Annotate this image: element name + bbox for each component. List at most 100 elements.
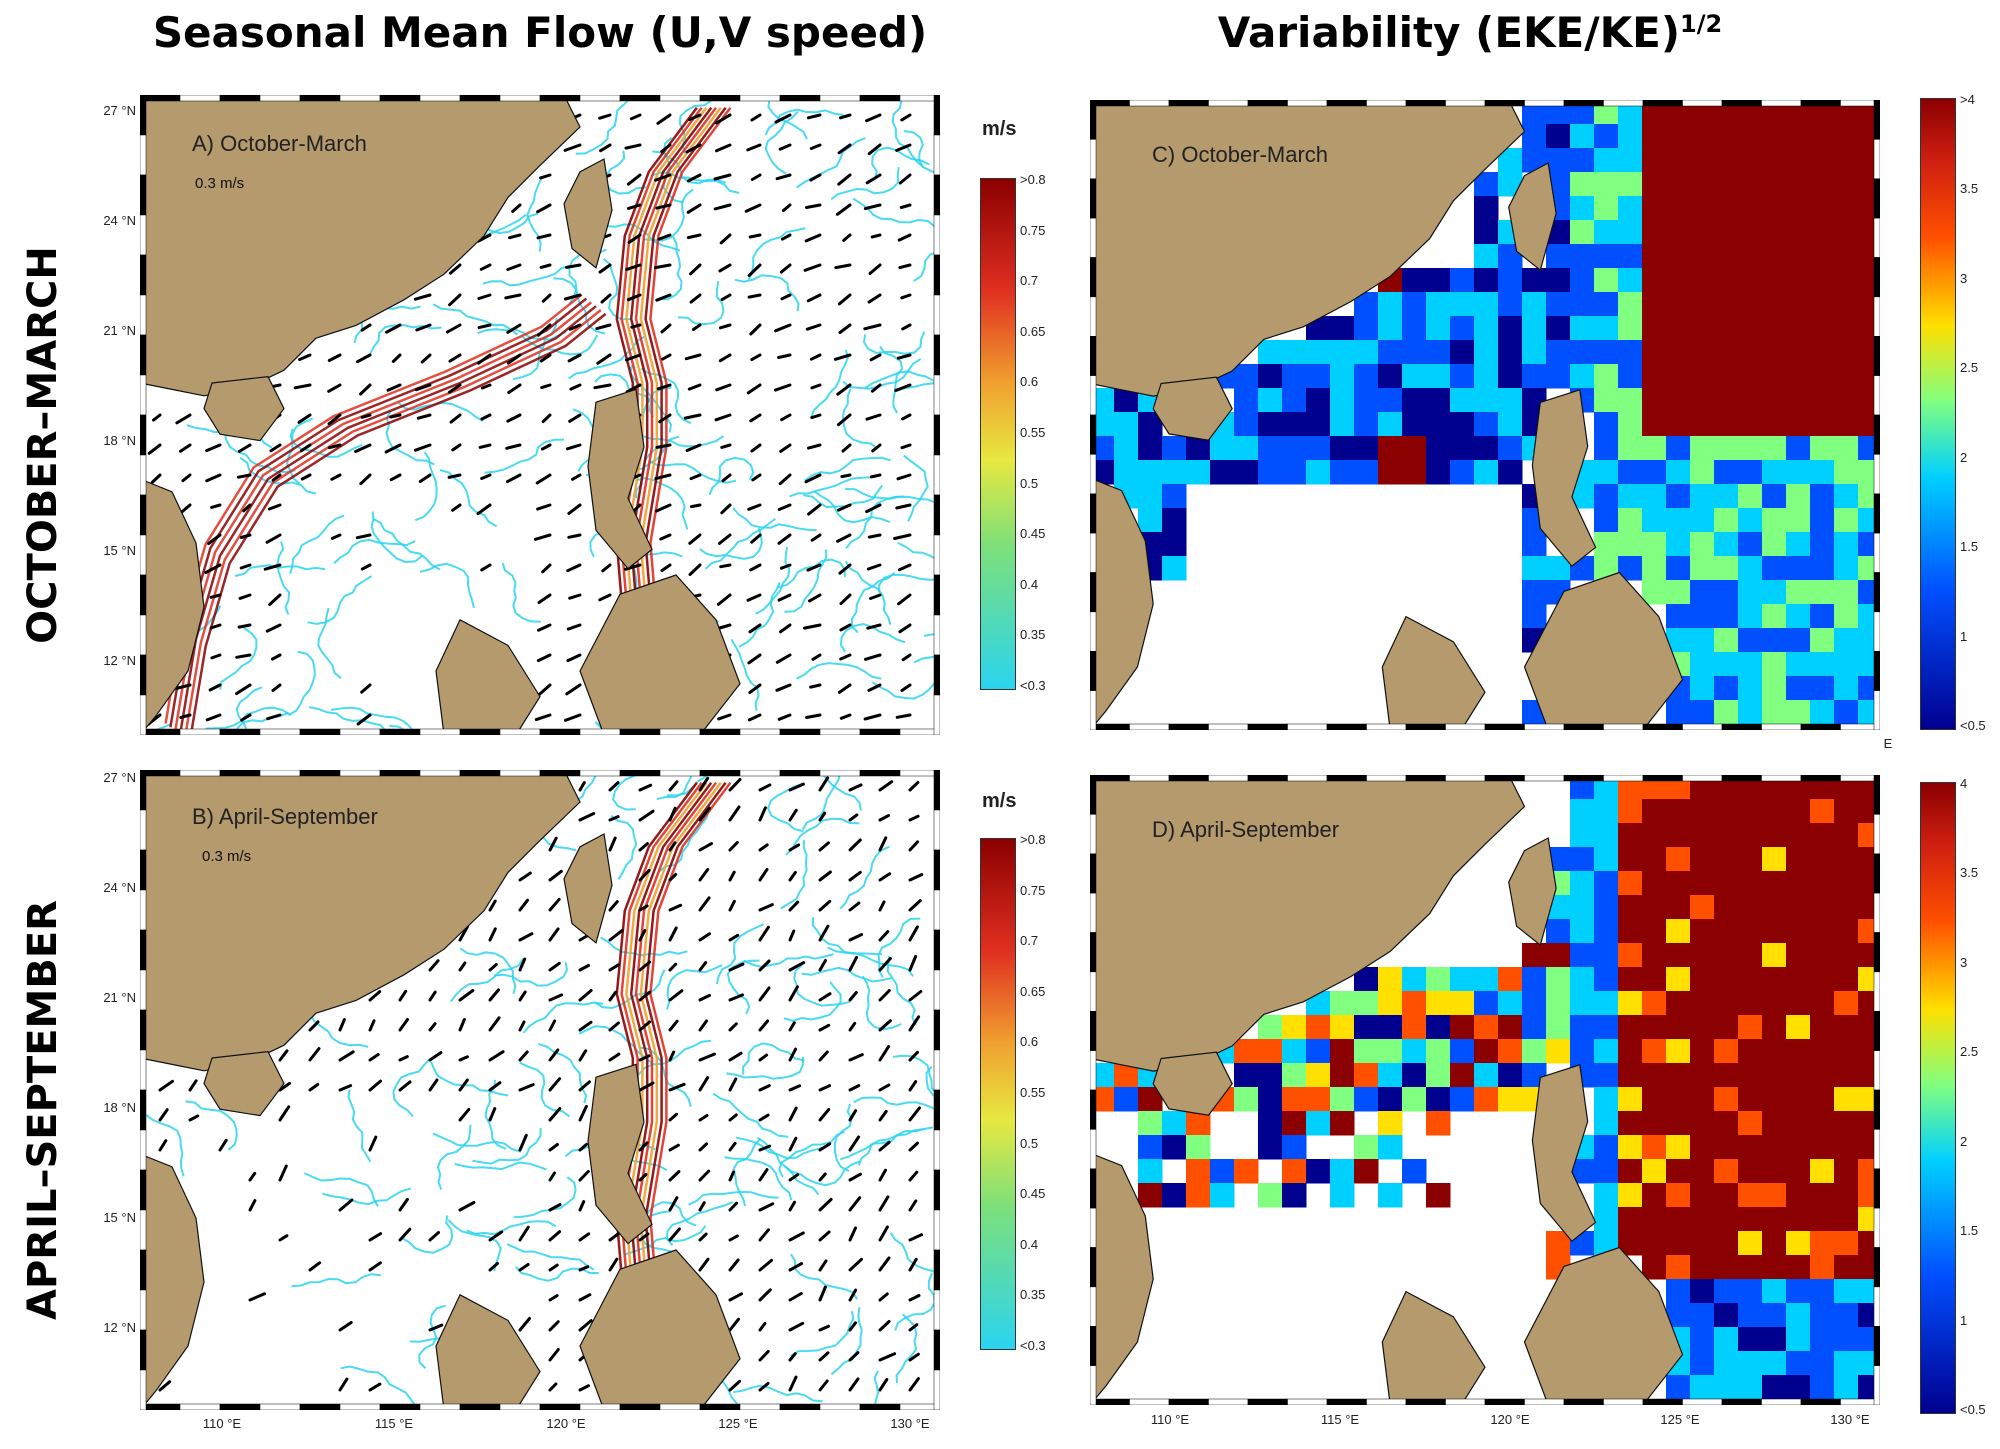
- velocity-arrow: [398, 1018, 409, 1032]
- velocity-arrow: [728, 778, 742, 792]
- velocity-arrow: [598, 593, 612, 602]
- frame-tick: [539, 95, 581, 102]
- variability-cell: [1810, 508, 1835, 533]
- velocity-arrow: [179, 443, 192, 453]
- velocity-arrow: [624, 143, 642, 150]
- variability-cell: [1810, 1063, 1835, 1088]
- frame-tick: [933, 614, 940, 656]
- variability-cell: [1210, 436, 1235, 461]
- velocity-arrow: [207, 533, 222, 546]
- drifter-track: [519, 1061, 570, 1118]
- velocity-arrow: [878, 1109, 888, 1122]
- velocity-arrow: [788, 843, 801, 852]
- variability-cell: [1594, 967, 1619, 992]
- velocity-arrow: [788, 1262, 804, 1272]
- frame-tick: [1563, 100, 1604, 107]
- velocity-arrow: [571, 473, 582, 481]
- variability-cell: [1810, 460, 1835, 485]
- velocity-arrow: [488, 1016, 501, 1032]
- velocity-arrow: [458, 1201, 476, 1212]
- frame-tick: [933, 809, 940, 851]
- variability-cell: [1378, 316, 1403, 341]
- variability-cell: [1642, 412, 1667, 437]
- frame-tick: [259, 728, 301, 735]
- frame-tick: [933, 174, 940, 216]
- velocity-arrow: [566, 623, 582, 631]
- velocity-arrow: [638, 929, 647, 942]
- variability-cell: [1474, 412, 1499, 437]
- variability-cell: [1786, 340, 1811, 365]
- frame-tick: [619, 728, 661, 735]
- velocity-arrow: [448, 353, 462, 363]
- frame-tick: [140, 334, 147, 376]
- frame-tick: [1405, 775, 1446, 782]
- variability-cell: [1762, 484, 1787, 509]
- velocity-arrow: [539, 173, 552, 180]
- frame-tick: [1366, 100, 1407, 107]
- frame-tick: [933, 1089, 940, 1131]
- variability-cell: [1138, 436, 1163, 461]
- velocity-arrow: [788, 808, 798, 822]
- frame-tick: [140, 1289, 147, 1331]
- velocity-arrow: [428, 1051, 443, 1062]
- velocity-arrow: [747, 263, 762, 277]
- variability-cell: [1738, 967, 1763, 992]
- frame-tick: [1405, 723, 1446, 730]
- variability-cell: [1306, 1087, 1331, 1112]
- variability-cell: [1714, 1207, 1739, 1232]
- velocity-arrow: [480, 383, 492, 390]
- velocity-arrow: [533, 533, 552, 541]
- drifter-track: [830, 167, 900, 201]
- variability-cell: [1666, 484, 1691, 509]
- velocity-arrow: [327, 443, 342, 450]
- variability-cell: [1834, 847, 1859, 872]
- variability-cell: [1474, 244, 1499, 269]
- velocity-arrow: [747, 653, 762, 665]
- land-polygon: [1152, 376, 1233, 441]
- variability-cell: [1642, 460, 1667, 485]
- variability-cell: [1402, 991, 1427, 1016]
- velocity-arrow: [308, 1261, 322, 1272]
- variability-cell: [1138, 484, 1163, 509]
- variability-cell: [1426, 340, 1451, 365]
- variability-cell: [1690, 1159, 1715, 1184]
- variability-cell: [1690, 676, 1715, 701]
- frame-tick: [1873, 1207, 1880, 1248]
- velocity-arrow: [818, 1324, 830, 1332]
- velocity-arrow: [638, 809, 655, 822]
- variability-cell: [1786, 1303, 1811, 1328]
- frame-tick: [379, 1403, 421, 1410]
- velocity-arrow: [788, 900, 800, 912]
- velocity-arrow: [878, 1140, 891, 1152]
- frame-tick: [739, 95, 781, 102]
- variability-cell: [1522, 604, 1547, 629]
- velocity-arrow: [788, 1292, 803, 1302]
- velocity-arrow: [428, 1231, 440, 1242]
- variability-cell: [1714, 895, 1739, 920]
- panel-a-label: A) October-March: [192, 131, 367, 156]
- variability-cell: [1834, 628, 1859, 653]
- frame-tick: [419, 770, 461, 777]
- variability-cell: [1354, 1159, 1379, 1184]
- land-polygon: [587, 1063, 653, 1245]
- drifter-track: [704, 517, 776, 570]
- variability-cell: [1762, 1087, 1787, 1112]
- drifter-track: [724, 1156, 793, 1201]
- velocity-arrow: [806, 563, 822, 572]
- variability-cell: [1834, 268, 1859, 293]
- frame-tick: [659, 95, 701, 102]
- velocity-arrow: [598, 263, 612, 274]
- colorbar-tick: 1.5: [1960, 539, 1979, 555]
- frame-tick: [779, 1403, 821, 1410]
- variability-cell: [1114, 436, 1139, 461]
- drifter-track: [414, 451, 438, 522]
- velocity-arrow: [505, 443, 522, 450]
- frame-tick: [1721, 100, 1762, 107]
- variability-cell: [1402, 967, 1427, 992]
- variability-cell: [1810, 124, 1835, 149]
- variability-cell: [1330, 1111, 1355, 1136]
- variability-cell: [1810, 676, 1835, 701]
- velocity-arrow: [908, 1015, 921, 1032]
- velocity-arrow: [698, 1232, 708, 1242]
- frame-tick: [1090, 1089, 1097, 1130]
